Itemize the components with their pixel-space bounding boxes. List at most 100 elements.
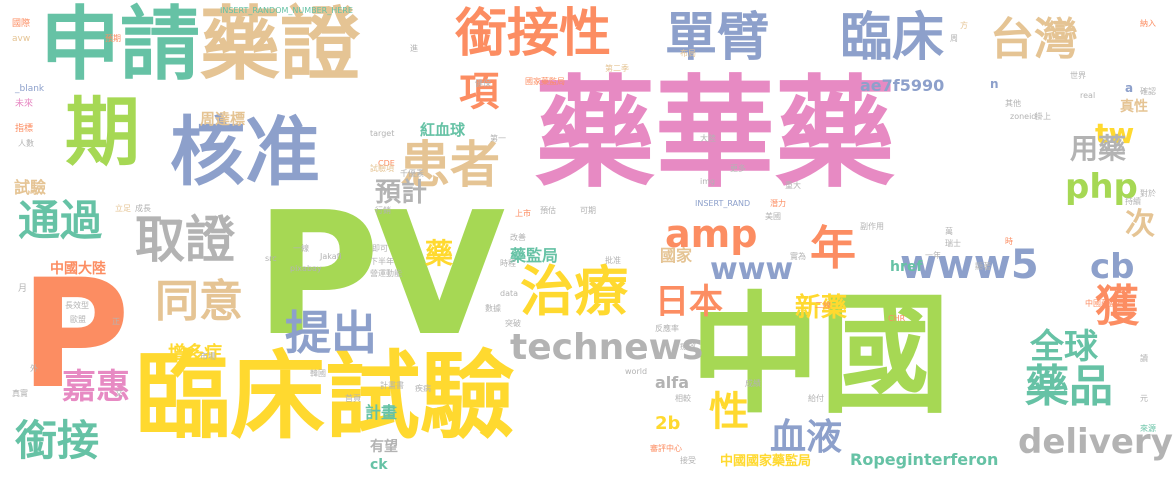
word-yaohuayao: 藥華藥 — [535, 65, 895, 204]
word-meiguo: 美國 — [765, 212, 781, 221]
word-erxian: 二線 — [815, 301, 831, 310]
word-tongyi: 同意 — [155, 276, 243, 327]
word-yao: 藥 — [425, 237, 454, 270]
word-qianli: 潛力 — [770, 199, 786, 208]
word-CDE: CDE — [378, 159, 395, 168]
word-oumeng: 歐盟 — [70, 315, 86, 324]
word-yuedu: 月 — [18, 284, 28, 294]
word-shenqing: 申請 — [40, 0, 200, 91]
word-liaoxiao: 療效 — [680, 342, 696, 351]
word-shangpin: 掛上 — [1035, 112, 1051, 121]
word-xiangjiao: 相較 — [675, 394, 691, 403]
word-xiabanian: 下半年 — [370, 257, 394, 266]
word-yuqi: 預期 — [105, 34, 121, 43]
word-alfa: alfa — [655, 373, 690, 392]
word-insert-random: INSERT_RANDOM_NUMBER_HERE — [220, 6, 353, 15]
word-dalu: 大陸 — [700, 134, 716, 143]
word-tw: tw — [1095, 117, 1135, 150]
word-fang: 方 — [960, 21, 968, 30]
word-zheng: 正 — [112, 317, 120, 326]
word-keqi: 可期 — [580, 206, 596, 215]
word-yaozheng: 藥證 — [200, 0, 360, 91]
word-zhouda: 周達標 — [200, 110, 246, 128]
word-zhongguodalu: 中國大陸 — [50, 261, 106, 277]
word-huanzhe: 患者 — [400, 136, 500, 194]
word-du: 讀 — [1140, 354, 1148, 363]
word-jiaru: 納入 — [1140, 19, 1156, 28]
word-real: real — [1080, 91, 1096, 100]
word-duiyu: 對於 — [1140, 189, 1156, 198]
word-quzheng: 取證 — [135, 211, 235, 269]
word-twob: 2b — [655, 413, 681, 434]
word-linchuang: 臨床 — [840, 8, 945, 68]
word-zhuangyan: 顯著 — [975, 262, 991, 271]
word-www5: www5 — [900, 242, 1039, 288]
word-laiyuan: 來源 — [1140, 424, 1156, 433]
word-shouye: 首頁 — [345, 394, 361, 403]
word-delivery: delivery — [1018, 422, 1173, 462]
word-shenpi: 審評中心 — [650, 444, 682, 453]
word-zhiliao: 治療 — [520, 260, 628, 323]
word-xianjiexing: 銜接性 — [455, 4, 612, 64]
word-jiahui: 嘉惠 — [62, 367, 130, 407]
word-weilai: 未來 — [15, 99, 34, 109]
word-qi: 期 — [65, 88, 141, 176]
word-youwang: 有望 — [370, 439, 398, 455]
word-yongyao: 用藥 — [1070, 132, 1127, 165]
word-fuzuoyong: 副作用 — [860, 222, 884, 231]
word-hongxueqiu: 紅血球 — [420, 121, 466, 139]
word-wen: 文 — [115, 389, 123, 398]
word-pizhun: 批准 — [605, 256, 621, 265]
word-xing: 性 — [702, 390, 748, 430]
word-yixian: 一線 — [293, 244, 309, 253]
word-jihua: 計畫 — [365, 403, 398, 422]
word-technews: technews — [510, 327, 704, 368]
word-chixu: 持續 — [1125, 197, 1141, 206]
word-zhenshixing: 真性 — [1120, 99, 1148, 115]
word-pv: PV — [255, 176, 505, 374]
word-p: P — [20, 248, 130, 422]
word-ruishi: 瑞士 — [945, 239, 961, 248]
word-yingyun: 營運動能 — [370, 269, 402, 278]
word-insert-rand: INSERT_RAND — [695, 199, 751, 208]
word-jieshou: 接受 — [680, 456, 696, 465]
word-zhongda: 重大 — [785, 181, 801, 190]
word-quanqiu: 全球 — [1030, 327, 1098, 367]
word-jianshi: 立足 — [115, 204, 131, 213]
word-jihuashu: 計畫書 — [380, 381, 404, 390]
word-shishi: 實為 — [790, 252, 806, 261]
word-shijie: 世界 — [1070, 71, 1086, 80]
word-huo: 獲 — [1095, 281, 1139, 332]
word-n: n — [990, 77, 999, 91]
word-qi2: 時 — [1005, 237, 1013, 246]
word-cb: cb — [1090, 247, 1135, 287]
word-jiri: 即可 — [372, 244, 388, 253]
word-ci: 次 — [1125, 207, 1155, 242]
word-wan: 萬 — [945, 227, 953, 236]
word-ropeg: Ropeginterferon — [850, 450, 999, 469]
word-zoneid: zoneid — [1010, 112, 1037, 121]
word-quebao: 確認 — [1140, 87, 1156, 96]
word-dierji: 第二季 — [605, 64, 629, 73]
word-tichu: 提出 — [285, 306, 377, 360]
word-pixabay: pixabay — [290, 264, 322, 273]
word-shuju: 數據 — [485, 304, 501, 313]
word-ck: ck — [370, 457, 388, 473]
word-jakafi: Jakafi — [320, 252, 342, 261]
word-shijianchi: 時程 — [500, 259, 516, 268]
word-shangshi: 上市 — [515, 209, 531, 218]
word-diyi: 第一 — [490, 134, 506, 143]
word-xiang: 項 — [452, 70, 498, 110]
word-yaojianju: 藥監局 — [510, 246, 559, 265]
word-img: img — [700, 177, 716, 186]
word-amp: amp — [665, 212, 758, 256]
word-world: world — [625, 367, 648, 376]
word-CHR: CHR — [888, 314, 906, 323]
word-hezhun: 核准 — [170, 108, 321, 196]
word-jin: 進 — [410, 44, 418, 53]
word-linchuangshiyan: 臨床試驗 — [135, 342, 516, 452]
word-zhenshi: 真實 — [12, 389, 28, 398]
word-zhou: 周 — [950, 34, 958, 43]
word-changxiaoxing: 長效型 — [65, 301, 89, 310]
word-data: data — [500, 289, 519, 298]
